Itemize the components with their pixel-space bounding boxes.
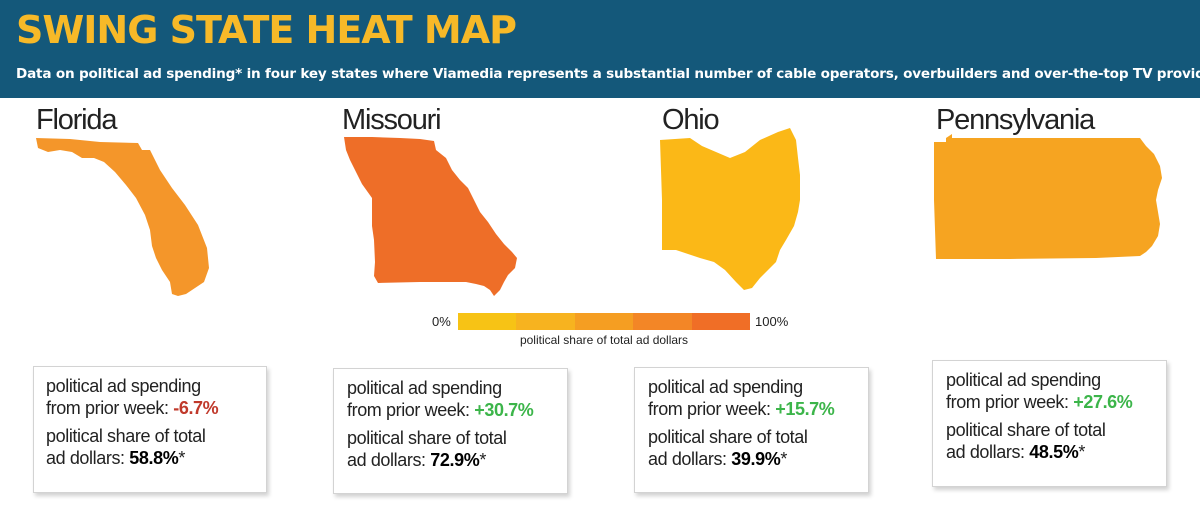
- spending-change-row: from prior week: +30.7%: [347, 399, 567, 421]
- share-label: political share of total: [648, 427, 808, 447]
- spending-change-label: political ad spending: [648, 377, 803, 397]
- share-value: 39.9%: [731, 449, 781, 469]
- footnote-mark: *: [780, 449, 787, 469]
- share-row: ad dollars: 72.9%*: [347, 449, 567, 471]
- stats-card-pennsylvania: political ad spending from prior week: +…: [932, 360, 1167, 487]
- state-name-pennsylvania: Pennsylvania: [936, 104, 1095, 136]
- share-label-2: ad dollars:: [946, 442, 1025, 462]
- legend-min-label: 0%: [432, 314, 451, 329]
- state-shape-missouri: [344, 137, 517, 296]
- state-name-florida: Florida: [36, 104, 117, 136]
- share-row: ad dollars: 58.8%*: [46, 447, 266, 469]
- spending-change-value: +27.6%: [1073, 392, 1133, 412]
- share-label-2: ad dollars:: [347, 450, 426, 470]
- spending-change-value: +30.7%: [474, 400, 534, 420]
- spending-change-row: from prior week: -6.7%: [46, 397, 266, 419]
- share-label: political share of total: [946, 420, 1106, 440]
- state-maps: [36, 128, 1162, 296]
- spending-change-label-2: from prior week:: [946, 392, 1069, 412]
- legend-swatch: [458, 313, 517, 330]
- state-shape-ohio: [660, 128, 800, 290]
- spending-change-label: political ad spending: [946, 370, 1101, 390]
- spending-change-value: +15.7%: [775, 399, 835, 419]
- stats-card-florida: political ad spending from prior week: -…: [33, 366, 267, 493]
- share-label-2: ad dollars:: [46, 448, 125, 468]
- state-name-ohio: Ohio: [662, 104, 720, 136]
- share-value: 72.9%: [430, 450, 480, 470]
- spending-change-label-2: from prior week:: [46, 398, 169, 418]
- legend-swatch: [516, 313, 575, 330]
- state-name-missouri: Missouri: [342, 104, 442, 136]
- share-row: ad dollars: 39.9%*: [648, 448, 868, 470]
- share-label: political share of total: [46, 426, 206, 446]
- legend-caption: political share of total ad dollars: [519, 333, 689, 347]
- spending-change-label-2: from prior week:: [648, 399, 771, 419]
- share-label: political share of total: [347, 428, 507, 448]
- share-row: ad dollars: 48.5%*: [946, 441, 1166, 463]
- page-title: SWING STATE HEAT MAP: [16, 8, 517, 52]
- footnote-mark: *: [1078, 442, 1085, 462]
- legend-max-label: 100%: [755, 314, 789, 329]
- footnote-mark: *: [479, 450, 486, 470]
- spending-change-label: political ad spending: [347, 378, 502, 398]
- header-banner: SWING STATE HEAT MAP Data on political a…: [0, 0, 1200, 98]
- color-scale-legend: [458, 313, 751, 330]
- spending-change-label: political ad spending: [46, 376, 201, 396]
- spending-change-row: from prior week: +27.6%: [946, 391, 1166, 413]
- stats-card-missouri: political ad spending from prior week: +…: [333, 368, 568, 494]
- spending-change-value: -6.7%: [173, 398, 219, 418]
- footnote-mark: *: [178, 448, 185, 468]
- spending-change-row: from prior week: +15.7%: [648, 398, 868, 420]
- share-label-2: ad dollars:: [648, 449, 727, 469]
- legend-swatch: [633, 313, 692, 330]
- share-value: 48.5%: [1029, 442, 1079, 462]
- share-value: 58.8%: [129, 448, 179, 468]
- state-shape-pennsylvania: [934, 134, 1162, 259]
- spending-change-label-2: from prior week:: [347, 400, 470, 420]
- stats-card-ohio: political ad spending from prior week: +…: [634, 367, 869, 493]
- legend-swatch: [691, 313, 751, 330]
- state-shape-florida: [36, 138, 209, 296]
- page-subtitle: Data on political ad spending* in four k…: [16, 66, 1200, 82]
- legend-swatch: [574, 313, 634, 330]
